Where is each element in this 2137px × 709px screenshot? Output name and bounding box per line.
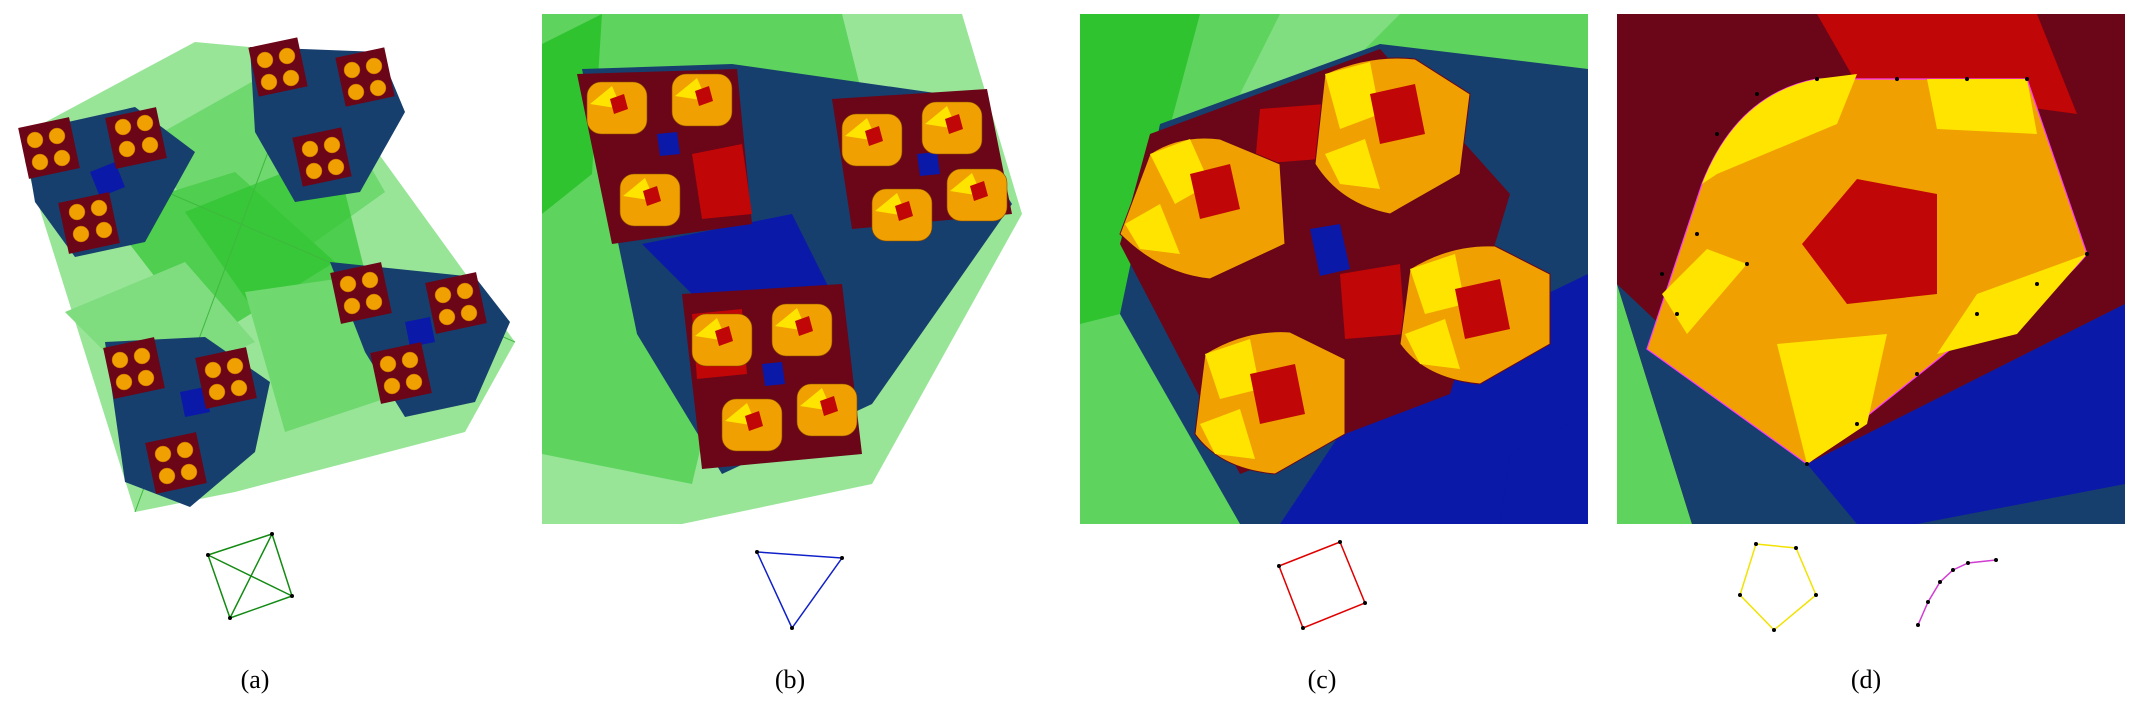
inset-c-graph xyxy=(1275,538,1370,638)
orange-cube-top-right xyxy=(1314,57,1471,215)
red-facet xyxy=(1255,104,1325,164)
yellow-facet xyxy=(1702,74,1857,184)
triangle-graph-icon xyxy=(755,550,844,630)
orange-cube-bottom-left xyxy=(1194,331,1346,475)
blue-core xyxy=(1310,224,1350,276)
inset-d-curve xyxy=(1908,550,2003,635)
green-face xyxy=(1080,14,1200,324)
red-facets xyxy=(610,86,988,431)
blue-face xyxy=(1500,414,1588,524)
red-pentagon-facet xyxy=(1802,179,1937,304)
panel-d xyxy=(1617,14,2125,524)
inset-d-pentagon xyxy=(1736,540,1831,640)
square-graph-icon xyxy=(1277,540,1367,630)
green-face xyxy=(1240,14,1400,94)
label-c: (c) xyxy=(1307,665,1337,694)
label-d: (d) xyxy=(1850,665,1882,694)
orange-cube-bottom-right xyxy=(1399,245,1551,385)
panel-a xyxy=(5,12,545,512)
orange-cube-top-left xyxy=(1119,137,1286,280)
green-face xyxy=(542,14,602,214)
yellow-facet xyxy=(1927,79,2037,134)
inset-a-graph xyxy=(200,530,300,635)
label-a: (a) xyxy=(240,665,270,694)
fractal-level-b-figure xyxy=(542,14,1022,524)
fractal-level-a-figure xyxy=(18,37,516,512)
panel-b xyxy=(542,14,1022,524)
yellow-facet xyxy=(1937,254,2087,354)
red-facet xyxy=(1340,264,1405,339)
fractal-level-d-figure xyxy=(1617,14,2125,524)
fractal-level-c-figure xyxy=(1080,14,1588,524)
curve-path-icon xyxy=(1916,558,1998,627)
panel-c xyxy=(1080,14,1588,524)
complete-graph-k4-icon xyxy=(206,532,294,620)
yellow-facet xyxy=(1777,334,1887,464)
yellow-facet xyxy=(1662,249,1747,334)
orange-cells xyxy=(26,47,478,485)
boundary-points xyxy=(1660,77,2089,466)
label-b: (b) xyxy=(774,665,806,694)
blue-face xyxy=(1807,304,2125,524)
pentagon-graph-icon xyxy=(1738,542,1818,632)
inset-b-graph xyxy=(752,548,847,638)
